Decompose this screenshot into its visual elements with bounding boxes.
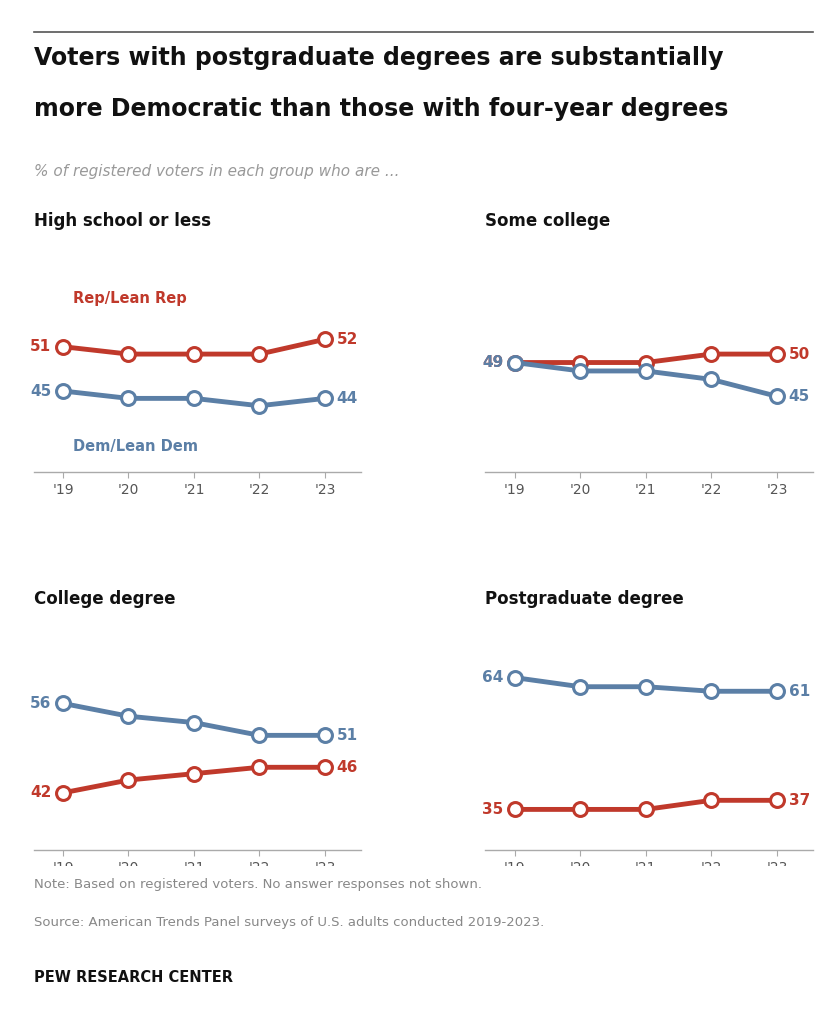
Text: 37: 37 — [789, 793, 810, 808]
Text: Dem/Lean Dem: Dem/Lean Dem — [73, 439, 198, 454]
Text: Note: Based on registered voters. No answer responses not shown.: Note: Based on registered voters. No ans… — [34, 879, 482, 891]
Text: Voters with postgraduate degrees are substantially: Voters with postgraduate degrees are sub… — [34, 46, 723, 70]
Text: 52: 52 — [337, 331, 358, 347]
Text: PEW RESEARCH CENTER: PEW RESEARCH CENTER — [34, 970, 232, 984]
Text: 45: 45 — [789, 389, 810, 404]
Text: 46: 46 — [337, 760, 358, 774]
Text: 51: 51 — [337, 727, 358, 743]
Text: High school or less: High school or less — [34, 212, 210, 230]
Text: Postgraduate degree: Postgraduate degree — [485, 590, 684, 609]
Text: 49: 49 — [482, 355, 503, 370]
Text: 35: 35 — [482, 802, 503, 817]
Text: 61: 61 — [789, 683, 810, 699]
Text: Some college: Some college — [485, 212, 611, 230]
Text: 42: 42 — [30, 786, 51, 800]
Text: % of registered voters in each group who are ...: % of registered voters in each group who… — [34, 164, 399, 178]
Text: 56: 56 — [30, 696, 51, 711]
Text: 45: 45 — [30, 384, 51, 399]
Text: College degree: College degree — [34, 590, 175, 609]
Text: more Democratic than those with four-year degrees: more Democratic than those with four-yea… — [34, 97, 728, 121]
Text: Source: American Trends Panel surveys of U.S. adults conducted 2019-2023.: Source: American Trends Panel surveys of… — [34, 917, 544, 930]
Text: 64: 64 — [482, 670, 503, 685]
Text: 49: 49 — [482, 355, 503, 370]
Text: 44: 44 — [337, 391, 358, 406]
Text: 51: 51 — [30, 340, 51, 354]
Text: Rep/Lean Rep: Rep/Lean Rep — [73, 292, 187, 306]
Text: 50: 50 — [789, 347, 810, 361]
